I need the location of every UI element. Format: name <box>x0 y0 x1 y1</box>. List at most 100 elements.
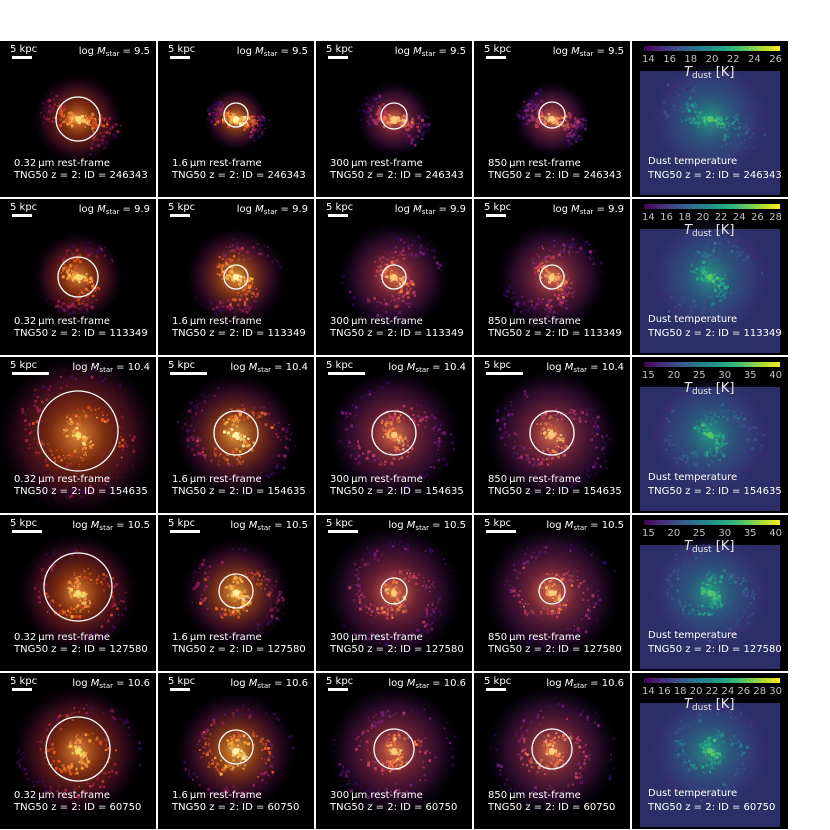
dust-temperature-panel: 15 20 25 30 35 40 Tdust [K] Dust temperature TNG… <box>632 357 788 513</box>
scale-bar <box>486 530 516 533</box>
galaxy-id-label: TNG50 z = 2: ID = 60750 <box>488 802 616 813</box>
band-label: 850 μm rest-frame <box>488 632 581 643</box>
aperture-circle <box>218 729 254 765</box>
band-label: 0.32 μm rest-frame <box>14 632 110 643</box>
stellar-mass-label: log Mstar = 10.6 <box>546 678 624 690</box>
scale-bar <box>170 56 190 59</box>
galaxy-image <box>328 685 460 817</box>
scale-bar-label: 5 kpc <box>484 360 512 371</box>
band-label: 850 μm rest-frame <box>488 158 581 169</box>
stellar-mass-label: log Mstar = 9.9 <box>78 204 150 216</box>
colorbar-tick-label: 15 <box>642 370 655 381</box>
galaxy-panel: 5 kpc log Mstar = 9.9 850 μm rest-frame TNG… <box>474 199 630 355</box>
galaxy-emission <box>174 373 298 497</box>
galaxy-image <box>640 217 780 353</box>
galaxy-image <box>176 691 296 811</box>
tdust-axis-label: Tdust [K] <box>684 65 735 82</box>
galaxy-emission <box>181 538 291 648</box>
scale-bar-label: 5 kpc <box>484 44 512 55</box>
galaxy-emission <box>186 227 286 327</box>
galaxy-image <box>328 369 460 501</box>
scale-bar-label: 5 kpc <box>484 518 512 529</box>
band-label: 0.32 μm rest-frame <box>14 158 110 169</box>
band-label: 1.6 μm rest-frame <box>172 632 262 643</box>
aperture-circle <box>43 552 113 622</box>
colorbar-tick-label: 30 <box>718 528 732 539</box>
galaxy-image <box>33 74 123 164</box>
tdust-axis-label: Tdust [K] <box>684 539 735 556</box>
galaxy-image <box>486 369 618 501</box>
band-label: Dust temperature <box>648 788 738 799</box>
band-label: 1.6 μm rest-frame <box>172 790 262 801</box>
galaxy-emission <box>33 74 123 164</box>
stellar-mass-label: log Mstar = 9.5 <box>78 46 150 58</box>
galaxy-emission <box>484 525 620 661</box>
dust-temperature-panel: 15 20 25 30 35 40 Tdust [K] Dust temperature TNG… <box>632 515 788 671</box>
galaxy-image <box>339 222 449 332</box>
aperture-circle <box>223 264 249 290</box>
band-label: 850 μm rest-frame <box>488 474 581 485</box>
colorbar-tick-label: 30 <box>718 370 732 381</box>
temperature-colorbar <box>644 204 780 209</box>
galaxy-panel: 5 kpc log Mstar = 9.9 0.32 μm rest-frame TN… <box>0 199 156 355</box>
galaxy-id-label: TNG50 z = 2: ID = 154635 <box>648 486 782 497</box>
aperture-circle <box>539 264 565 290</box>
colorbar-tick-label: 20 <box>696 212 710 223</box>
stellar-mass-label: log Mstar = 10.5 <box>230 520 308 532</box>
stellar-mass-label: log Mstar = 10.5 <box>72 520 150 532</box>
galaxy-panel: 5 kpc log Mstar = 10.4 1.6 μm rest-frame TN… <box>158 357 314 513</box>
scale-bar <box>486 214 506 217</box>
galaxy-id-label: TNG50 z = 2: ID = 246343 <box>330 170 464 181</box>
galaxy-emission <box>18 533 138 653</box>
galaxy-id-label: TNG50 z = 2: ID = 154635 <box>330 486 464 497</box>
scale-bar <box>12 530 42 533</box>
scale-bar <box>170 688 190 691</box>
colorbar-tick-label: 26 <box>737 686 751 697</box>
galaxy-panel: 5 kpc log Mstar = 9.5 300 μm rest-frame TNG… <box>316 41 472 197</box>
galaxy-id-label: TNG50 z = 2: ID = 60750 <box>648 802 776 813</box>
colorbar-tick-label: 25 <box>692 370 706 381</box>
galaxy-panel: 5 kpc log Mstar = 10.6 1.6 μm rest-frame TN… <box>158 673 314 829</box>
galaxy-panel: 5 kpc log Mstar = 9.5 0.32 μm rest-frame TN… <box>0 41 156 197</box>
stellar-mass-label: log Mstar = 10.4 <box>388 362 466 374</box>
stellar-mass-label: log Mstar = 10.4 <box>230 362 308 374</box>
galaxy-panel: 5 kpc log Mstar = 9.5 850 μm rest-frame TNG… <box>474 41 630 197</box>
aperture-circle <box>55 96 101 142</box>
scale-bar <box>486 56 506 59</box>
galaxy-panel: 5 kpc log Mstar = 10.4 850 μm rest-frame TN… <box>474 357 630 513</box>
galaxy-emission <box>356 81 432 157</box>
scale-bar <box>486 372 523 375</box>
temperature-colorbar <box>644 362 780 367</box>
scale-bar <box>328 56 348 59</box>
scale-bar <box>328 688 348 691</box>
galaxy-emission <box>0 357 156 513</box>
band-label: 0.32 μm rest-frame <box>14 790 110 801</box>
scale-bar-label: 5 kpc <box>326 360 354 371</box>
galaxy-image <box>514 81 590 157</box>
galaxy-id-label: TNG50 z = 2: ID = 127580 <box>172 644 306 655</box>
scale-bar <box>170 530 200 533</box>
scale-bar <box>328 214 348 217</box>
galaxy-image <box>326 525 462 661</box>
galaxy-panel: 5 kpc log Mstar = 10.5 300 μm rest-frame TN… <box>316 515 472 671</box>
galaxy-id-label: TNG50 z = 2: ID = 127580 <box>648 644 782 655</box>
band-label: Dust temperature <box>648 314 738 325</box>
galaxy-panel: 5 kpc log Mstar = 10.4 300 μm rest-frame TN… <box>316 357 472 513</box>
galaxy-panel: 5 kpc log Mstar = 10.6 850 μm rest-frame TN… <box>474 673 630 829</box>
scale-bar-label: 5 kpc <box>326 518 354 529</box>
band-label: 850 μm rest-frame <box>488 790 581 801</box>
colorbar-tick-label: 18 <box>678 212 692 223</box>
band-label: 1.6 μm rest-frame <box>172 474 262 485</box>
galaxy-image <box>181 538 291 648</box>
scale-bar-label: 5 kpc <box>168 44 196 55</box>
dust-temperature-panel: 14 16 18 20 22 24 26 Tdust [K] Dust temperature T… <box>632 41 788 197</box>
galaxy-emission <box>326 525 462 661</box>
colorbar-tick-label: 24 <box>721 686 735 697</box>
galaxy-image <box>204 87 271 151</box>
galaxy-image <box>33 232 123 322</box>
colorbar-ticks: 14 16 18 20 22 24 26 28 <box>642 212 782 223</box>
colorbar-tick-label: 35 <box>743 528 757 539</box>
galaxy-emission <box>176 691 296 811</box>
stellar-mass-label: log Mstar = 10.4 <box>72 362 150 374</box>
galaxy-image <box>356 81 432 157</box>
